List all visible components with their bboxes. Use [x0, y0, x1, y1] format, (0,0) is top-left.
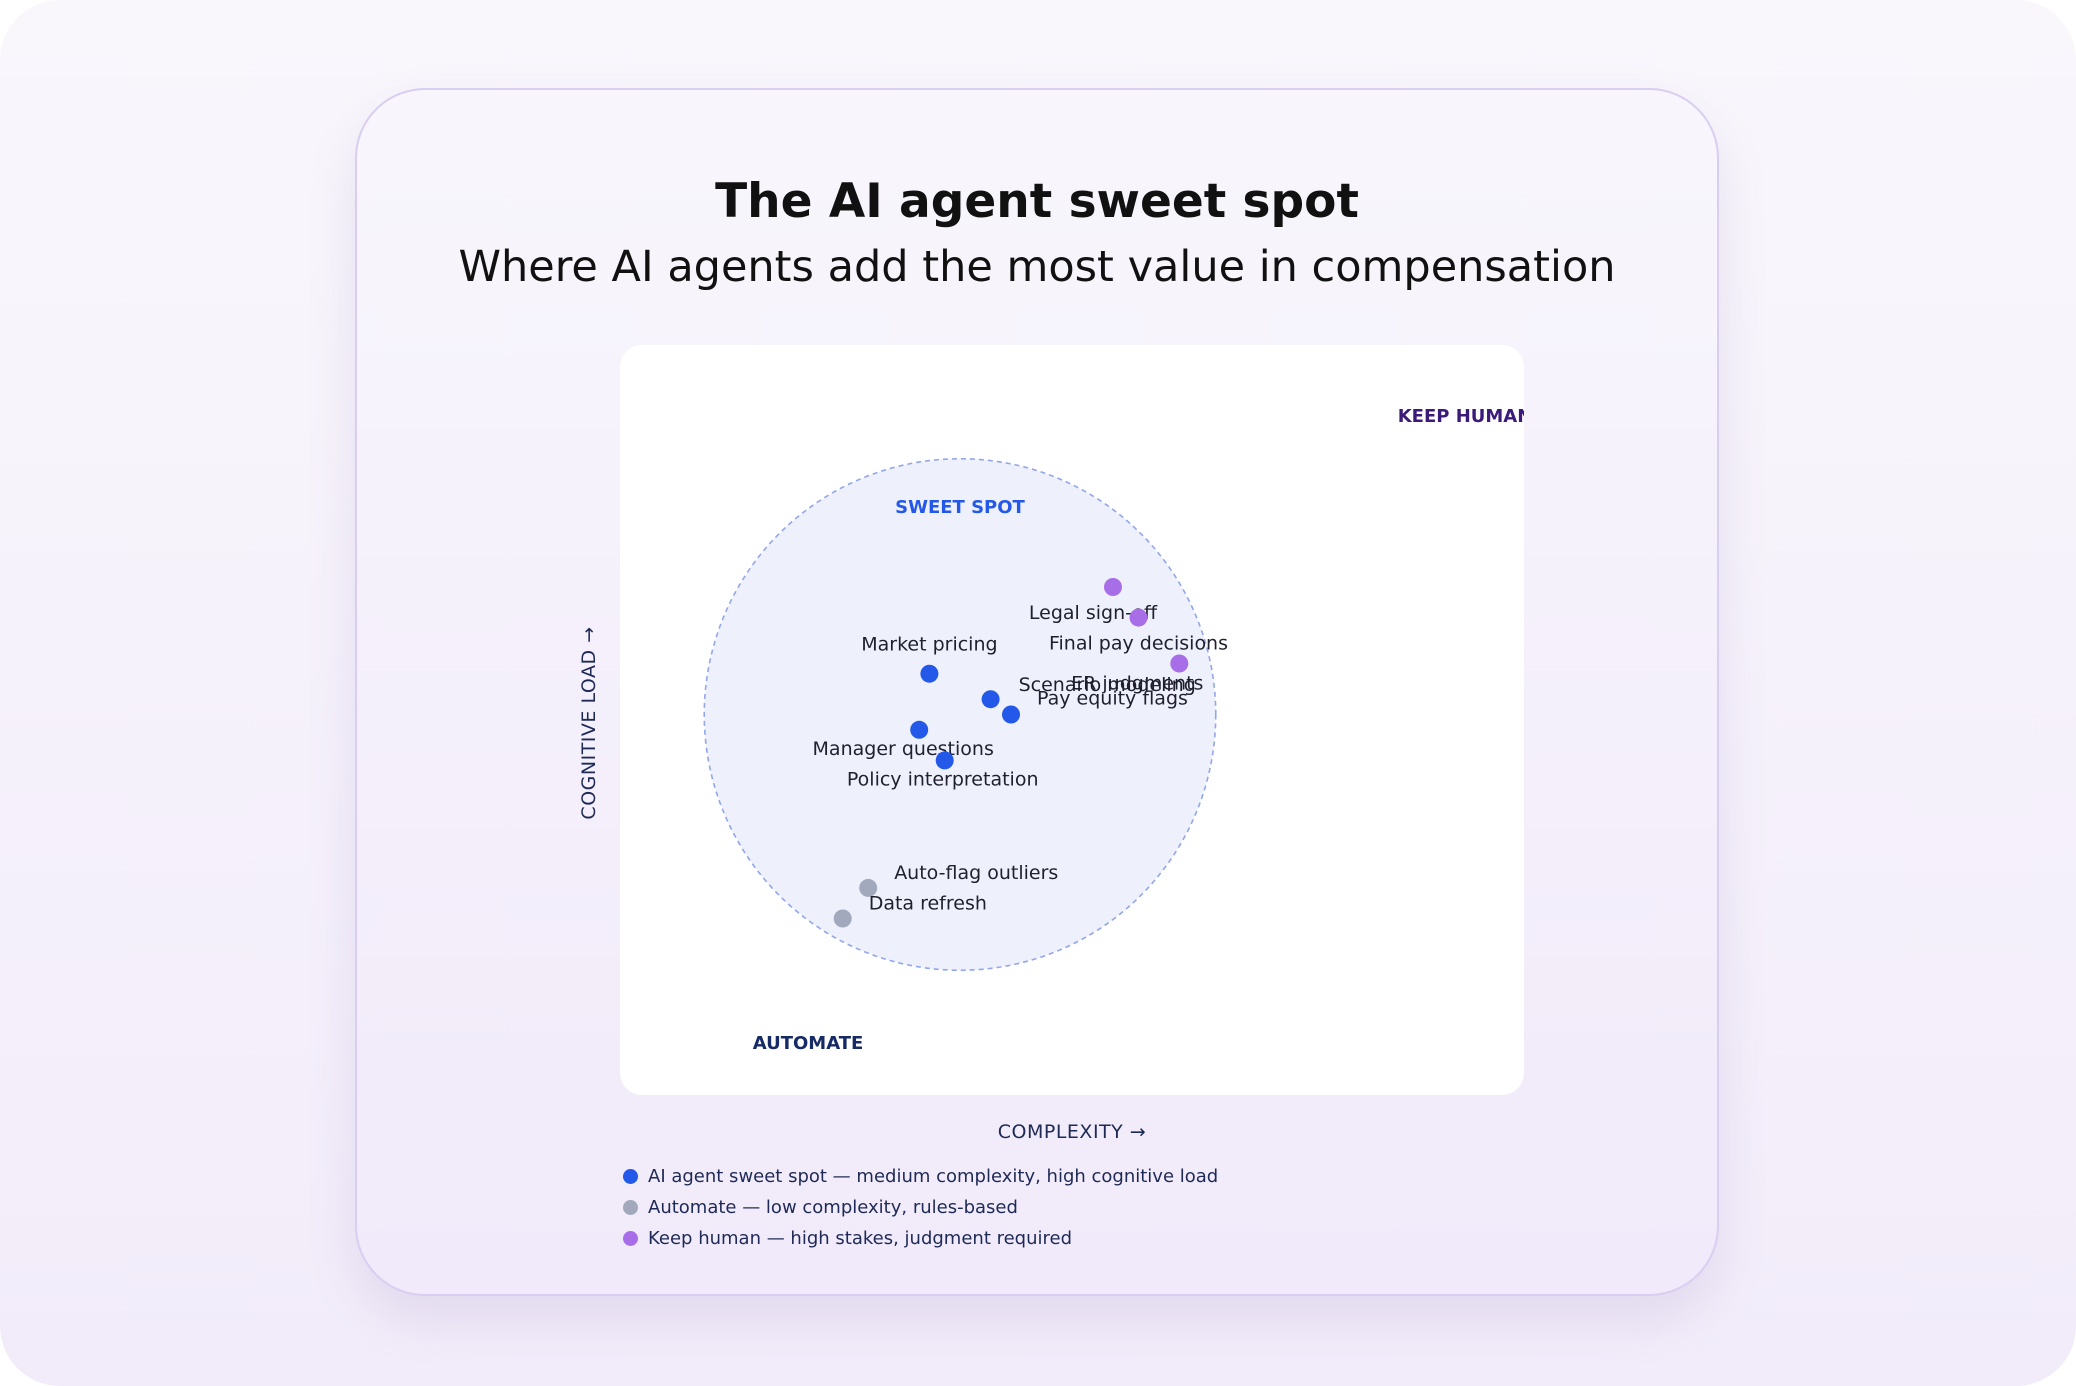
data-point: [920, 664, 939, 683]
legend-marker: [623, 1231, 638, 1246]
data-point-label: Pay equity flags: [1037, 688, 1188, 710]
data-point: [833, 909, 852, 928]
data-point-label: Final pay decisions: [1049, 633, 1228, 655]
zone-label: AUTOMATE: [753, 1033, 864, 1054]
zone-label: KEEP HUMAN: [1398, 406, 1524, 427]
data-point-label: Auto-flag outliers: [894, 862, 1058, 884]
zone-label: SWEET SPOT: [895, 497, 1025, 518]
data-point: [1170, 654, 1189, 673]
data-point: [1104, 578, 1122, 596]
x-axis-label: COMPLEXITY →: [997, 1121, 1147, 1143]
data-point-label: ER judgments: [1071, 673, 1203, 695]
scatter-plot: SWEET SPOT KEEP HUMAN AUTOMATE Market prici…: [703, 406, 1524, 1054]
data-point: [935, 751, 954, 770]
data-point-label: Manager questions: [813, 738, 994, 760]
legend-item: AI agent sweet spot — medium complexity,…: [623, 1161, 1218, 1192]
data-point-label: Scenario modeling: [1019, 674, 1196, 696]
y-axis-label: COGNITIVE LOAD →: [578, 626, 600, 820]
data-point: [1129, 608, 1148, 627]
data-point: [1002, 705, 1020, 724]
legend: AI agent sweet spot — medium complexity,…: [623, 1161, 1218, 1254]
legend-text: AI agent sweet spot — medium complexity,…: [648, 1166, 1219, 1187]
legend-marker: [623, 1169, 638, 1184]
chart-card: The AI agent sweet spot Where AI agents …: [355, 88, 1719, 1296]
sweet-spot-zone: [703, 457, 1217, 972]
legend-item: Keep human — high stakes, judgment requi…: [623, 1223, 1218, 1254]
data-point-label: Market pricing: [861, 634, 997, 656]
data-point: [910, 720, 929, 739]
plot-area: SWEET SPOT KEEP HUMAN AUTOMATE Market prici…: [620, 345, 1524, 1095]
legend-text: Automate — low complexity, rules-based: [648, 1197, 1018, 1218]
chart-title: The AI agent sweet spot: [715, 174, 1359, 229]
data-point-label: Policy interpretation: [847, 768, 1039, 790]
data-point-label: Data refresh: [869, 893, 987, 915]
legend-marker: [623, 1200, 638, 1215]
chart-subtitle: Where AI agents add the most value in co…: [458, 242, 1616, 292]
data-point: [859, 878, 878, 897]
legend-item: Automate — low complexity, rules-based: [623, 1192, 1218, 1223]
legend-text: Keep human — high stakes, judgment requi…: [648, 1228, 1073, 1249]
data-point-label: Legal sign-off: [1029, 602, 1158, 624]
data-point: [981, 690, 1000, 709]
